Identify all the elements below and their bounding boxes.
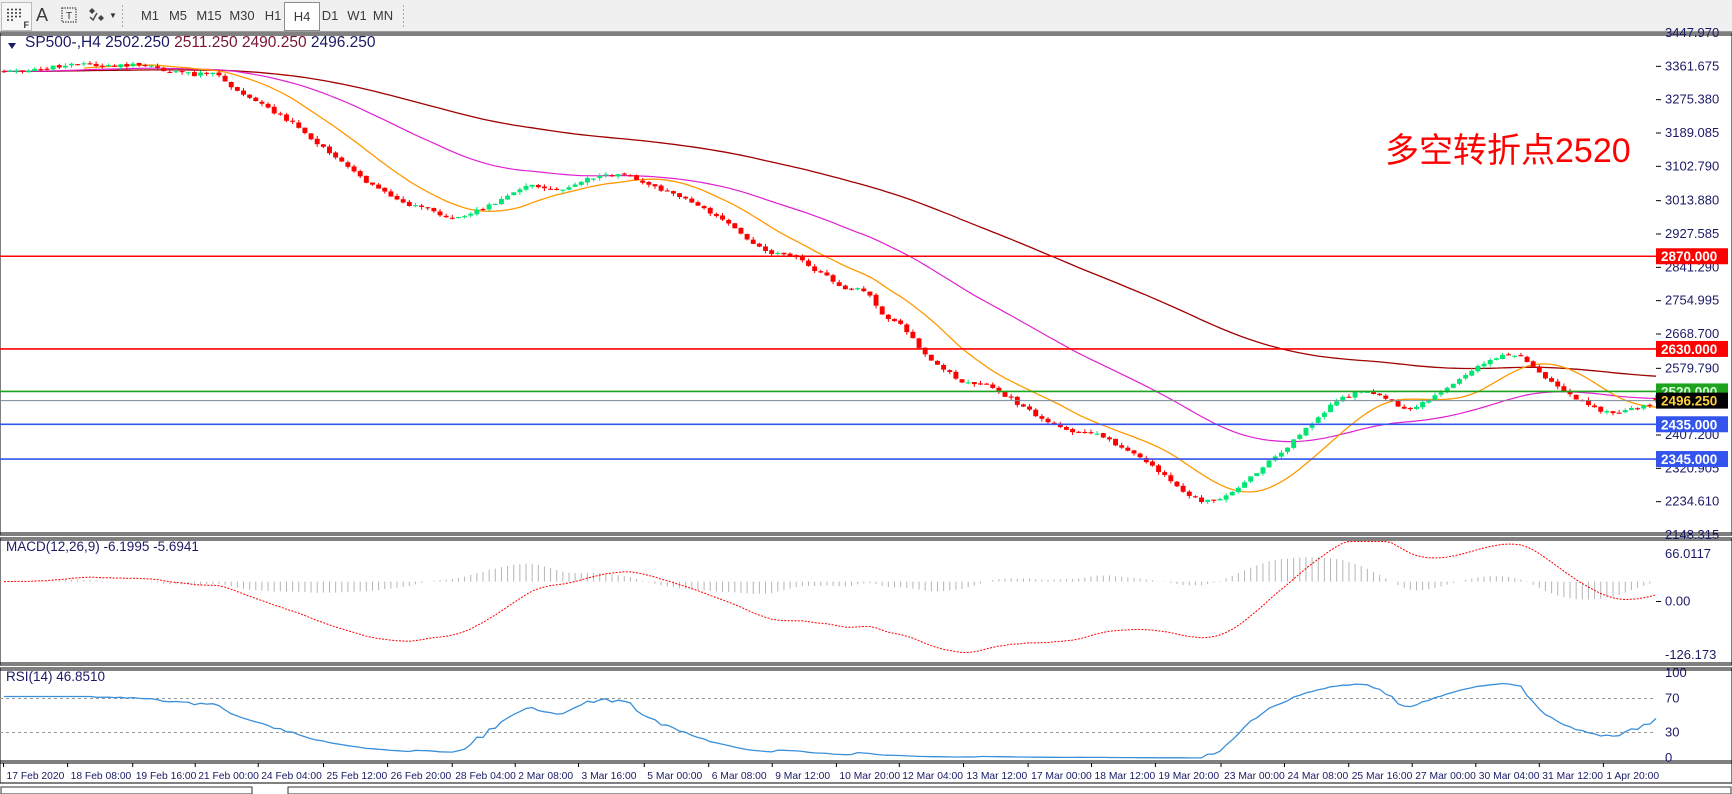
svg-text:6 Mar 08:00: 6 Mar 08:00 (712, 771, 767, 782)
svg-text:23 Mar 00:00: 23 Mar 00:00 (1224, 771, 1285, 782)
svg-text:5 Mar 00:00: 5 Mar 00:00 (647, 771, 702, 782)
svg-text:2668.700: 2668.700 (1665, 326, 1719, 341)
svg-text:19 Mar 20:00: 19 Mar 20:00 (1158, 771, 1219, 782)
svg-text:3189.085: 3189.085 (1665, 125, 1719, 140)
svg-text:70: 70 (1665, 691, 1679, 706)
svg-text:3 Mar 16:00: 3 Mar 16:00 (582, 771, 637, 782)
svg-text:2234.610: 2234.610 (1665, 494, 1719, 509)
svg-text:2496.250: 2496.250 (1661, 394, 1717, 409)
svg-text:66.0117: 66.0117 (1665, 546, 1711, 561)
svg-text:2630.000: 2630.000 (1661, 342, 1717, 357)
svg-text:17 Mar 00:00: 17 Mar 00:00 (1031, 771, 1092, 782)
svg-text:25 Feb 12:00: 25 Feb 12:00 (327, 771, 388, 782)
svg-text:24 Feb 04:00: 24 Feb 04:00 (261, 771, 322, 782)
svg-text:MACD(12,26,9) -6.1995 -5.6941: MACD(12,26,9) -6.1995 -5.6941 (6, 539, 199, 554)
svg-text:0.00: 0.00 (1665, 594, 1690, 609)
svg-text:2435.000: 2435.000 (1661, 417, 1717, 432)
svg-text:RSI(14) 46.8510: RSI(14) 46.8510 (6, 669, 105, 684)
svg-text:2 Mar 08:00: 2 Mar 08:00 (518, 771, 573, 782)
svg-text:2870.000: 2870.000 (1661, 249, 1717, 264)
svg-text:10 Mar 20:00: 10 Mar 20:00 (839, 771, 900, 782)
svg-text:31 Mar 12:00: 31 Mar 12:00 (1542, 771, 1603, 782)
svg-text:30 Mar 04:00: 30 Mar 04:00 (1479, 771, 1540, 782)
svg-text:18 Mar 12:00: 18 Mar 12:00 (1095, 771, 1156, 782)
svg-text:-126.173: -126.173 (1665, 647, 1716, 662)
svg-text:SP500-,H4 2502.250 2511.250: SP500-,H4 2502.250 2511.250 2490.250 249… (25, 34, 376, 51)
svg-text:17 Feb 2020: 17 Feb 2020 (7, 771, 65, 782)
svg-text:1 Apr 20:00: 1 Apr 20:00 (1606, 771, 1659, 782)
svg-text:3447.970: 3447.970 (1665, 25, 1719, 40)
svg-text:2927.585: 2927.585 (1665, 226, 1719, 241)
svg-text:13 Mar 12:00: 13 Mar 12:00 (967, 771, 1028, 782)
svg-text:3102.790: 3102.790 (1665, 158, 1719, 173)
svg-text:2148.315: 2148.315 (1665, 527, 1719, 542)
svg-text:21 Feb 00:00: 21 Feb 00:00 (198, 771, 259, 782)
svg-text:30: 30 (1665, 725, 1679, 740)
svg-text:27 Mar 00:00: 27 Mar 00:00 (1415, 771, 1476, 782)
svg-text:100: 100 (1665, 665, 1687, 680)
svg-text:24 Mar 08:00: 24 Mar 08:00 (1288, 771, 1349, 782)
svg-text:28 Feb 04:00: 28 Feb 04:00 (455, 771, 516, 782)
svg-text:2579.790: 2579.790 (1665, 360, 1719, 375)
svg-text:3013.880: 3013.880 (1665, 193, 1719, 208)
svg-text:3361.675: 3361.675 (1665, 58, 1719, 73)
svg-text:9 Mar 12:00: 9 Mar 12:00 (775, 771, 830, 782)
svg-text:多空转折点2520: 多空转折点2520 (1385, 132, 1631, 170)
svg-text:0: 0 (1665, 750, 1672, 765)
svg-text:2345.000: 2345.000 (1661, 452, 1717, 467)
svg-text:18 Feb 08:00: 18 Feb 08:00 (71, 771, 132, 782)
svg-text:19 Feb 16:00: 19 Feb 16:00 (136, 771, 197, 782)
svg-text:2754.995: 2754.995 (1665, 293, 1719, 308)
svg-text:12 Mar 04:00: 12 Mar 04:00 (902, 771, 963, 782)
svg-text:25 Mar 16:00: 25 Mar 16:00 (1352, 771, 1413, 782)
svg-text:26 Feb 20:00: 26 Feb 20:00 (391, 771, 452, 782)
svg-text:3275.380: 3275.380 (1665, 92, 1719, 107)
